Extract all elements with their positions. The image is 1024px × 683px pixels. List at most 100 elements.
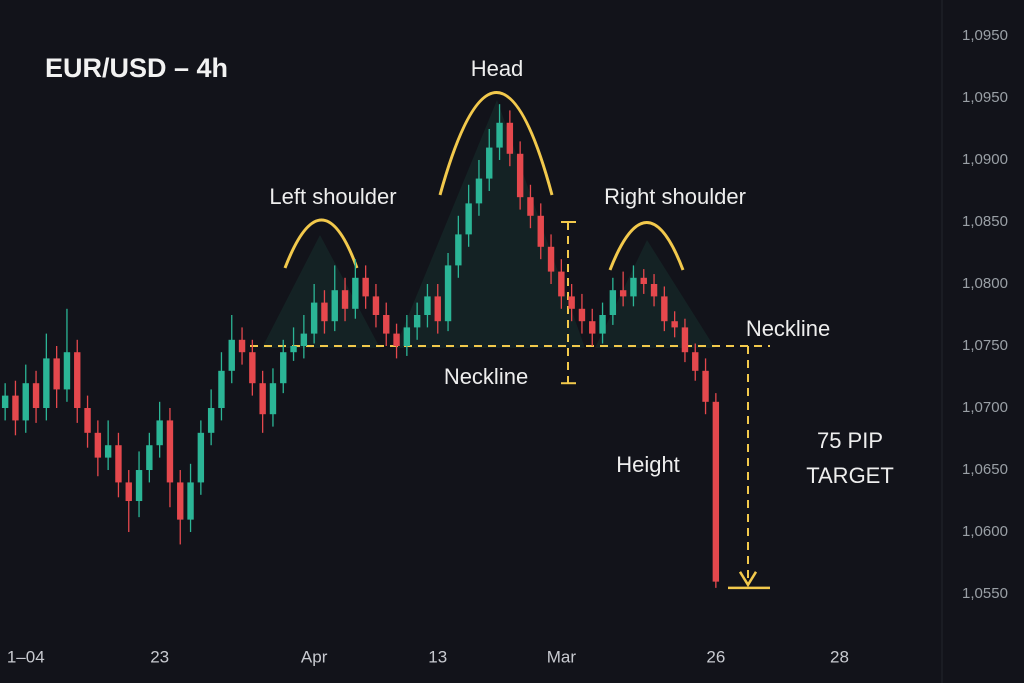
- candle-body: [63, 352, 71, 390]
- head-arc: [438, 91, 554, 196]
- y-tick-label: 1,0700: [962, 399, 1008, 416]
- candle-body: [135, 470, 143, 502]
- candle-body: [352, 277, 359, 309]
- shoulder-shade: [262, 235, 380, 348]
- candle-body: [383, 315, 390, 334]
- candle-body: [207, 408, 215, 433]
- candle-body: [671, 321, 678, 328]
- candle-body: [94, 432, 102, 458]
- candle-body: [444, 265, 452, 322]
- candle-body: [413, 315, 421, 328]
- x-tick-label: Apr: [301, 647, 328, 666]
- candle-body: [341, 290, 349, 309]
- candle-body: [630, 277, 637, 297]
- shoulder-arc: [283, 218, 359, 269]
- candle-body: [125, 482, 132, 502]
- candle-body: [516, 153, 524, 198]
- candle-body: [166, 420, 174, 483]
- candle-body: [599, 315, 606, 334]
- candle-body: [650, 283, 658, 297]
- candle-body: [537, 215, 544, 247]
- candle-body: [146, 445, 153, 471]
- candle-body: [424, 296, 431, 315]
- candle-body: [115, 445, 122, 483]
- candle-body: [32, 383, 40, 409]
- candle-body: [177, 482, 184, 520]
- x-tick-label: 23: [150, 647, 169, 666]
- annotation: Height: [616, 452, 680, 477]
- candle-body: [640, 277, 647, 284]
- y-tick-label: 1,0950: [962, 27, 1008, 44]
- x-tick-label: Mar: [547, 647, 577, 666]
- candle-body: [74, 352, 81, 409]
- y-tick-label: 1,0750: [962, 337, 1008, 354]
- x-tick-label: 26: [706, 647, 725, 666]
- candle-body: [321, 302, 328, 322]
- candle-body: [712, 401, 720, 582]
- head-shade: [395, 100, 585, 348]
- candle-body: [280, 352, 287, 384]
- annotation: Neckline: [444, 364, 528, 389]
- candle-body: [609, 290, 617, 315]
- y-tick-label: 1,0950: [962, 89, 1008, 106]
- candle-body: [290, 346, 297, 353]
- y-tick-label: 1,0600: [962, 523, 1008, 540]
- candle-body: [1, 395, 9, 409]
- candle-body: [661, 296, 668, 322]
- candle-body: [475, 178, 483, 204]
- candle-body: [310, 302, 318, 334]
- candle-body: [12, 395, 19, 421]
- candle-body: [506, 122, 514, 154]
- candle-body: [53, 358, 60, 390]
- shoulder-arc: [608, 221, 685, 271]
- y-tick-label: 1,0800: [962, 275, 1008, 292]
- candle-body: [527, 197, 534, 216]
- candle-body: [558, 271, 565, 297]
- candle-body: [619, 290, 627, 297]
- arrow-head: [738, 571, 758, 588]
- annotation: Head: [471, 56, 524, 81]
- annotation: Left shoulder: [269, 184, 396, 209]
- y-tick-label: 1,0550: [962, 585, 1008, 602]
- candle-body: [228, 339, 235, 371]
- candle-body: [259, 383, 266, 415]
- y-tick-label: 1,0850: [962, 213, 1008, 230]
- candle-body: [218, 370, 225, 409]
- candle-body: [465, 203, 472, 235]
- candle-body: [269, 383, 277, 415]
- candle-body: [589, 321, 596, 334]
- y-tick-label: 1,0650: [962, 461, 1008, 478]
- candle-body: [187, 482, 194, 520]
- candle-body: [43, 358, 50, 409]
- candle-body: [393, 333, 400, 347]
- candle-body: [362, 277, 369, 297]
- x-tick-label: 13: [428, 647, 447, 666]
- candle-body: [104, 445, 112, 458]
- candle-body: [238, 339, 246, 353]
- candle-body: [547, 246, 555, 272]
- candle-body: [22, 383, 29, 421]
- candle-body: [197, 432, 205, 483]
- candle-body: [156, 420, 163, 446]
- chart-title: EUR/USD – 4h: [45, 53, 228, 83]
- candle-body: [692, 352, 699, 371]
- candle-body: [568, 296, 575, 309]
- annotation: Right shoulder: [604, 184, 746, 209]
- candle-body: [84, 408, 91, 433]
- candle-body: [496, 122, 503, 148]
- annotation: Neckline: [746, 316, 830, 341]
- x-tick-label: 28: [830, 647, 849, 666]
- candle-body: [455, 234, 462, 266]
- annotation: 75 PIP: [817, 428, 883, 453]
- candle-body: [372, 296, 380, 315]
- candle-body: [331, 290, 338, 322]
- candle-body: [434, 296, 441, 322]
- x-tick-label: 1–04: [7, 647, 45, 666]
- candle-body: [300, 333, 308, 347]
- candle-body: [578, 308, 586, 322]
- y-tick-label: 1,0900: [962, 151, 1008, 168]
- candle-body: [403, 327, 411, 347]
